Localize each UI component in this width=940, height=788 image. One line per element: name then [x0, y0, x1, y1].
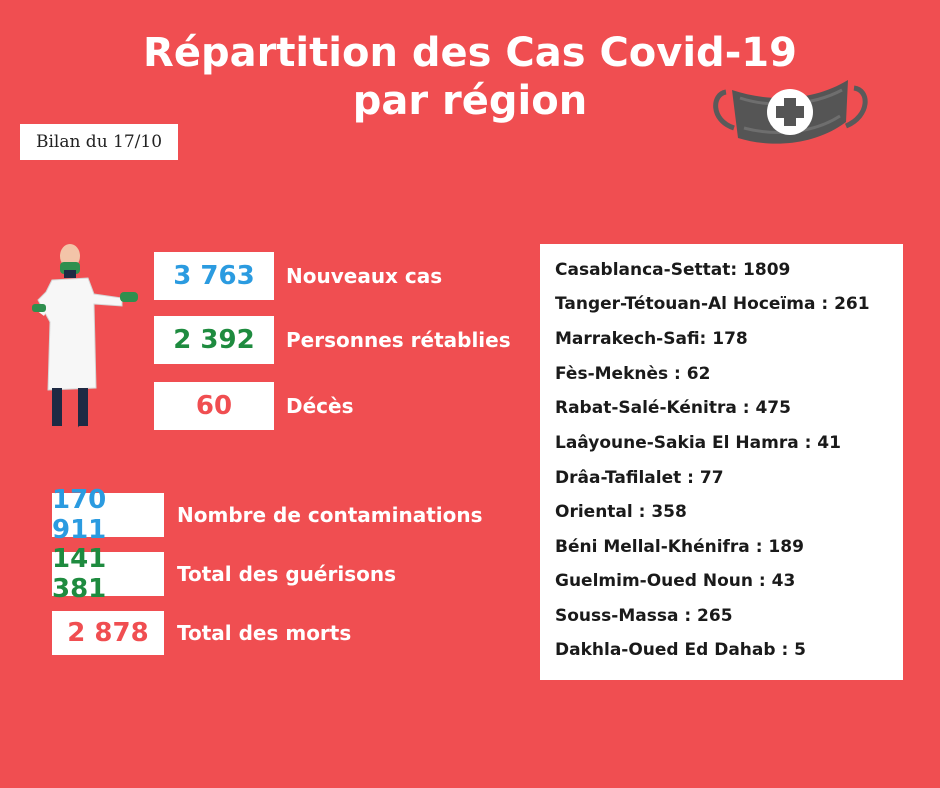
doctor-illustration [32, 244, 138, 432]
region-item: Fès-Meknès : 62 [555, 364, 711, 384]
total-deaths-label: Total des morts [177, 621, 352, 645]
total-recoveries-value: 141 381 [52, 544, 164, 604]
region-item: Béni Mellal-Khénifra : 189 [555, 537, 804, 557]
page-title: Répartition des Cas Covid-19 [143, 30, 797, 76]
region-item: Oriental : 358 [555, 502, 687, 522]
region-item: Guelmim-Oued Noun : 43 [555, 571, 796, 591]
region-item: Tanger-Tétouan-Al Hoceïma : 261 [555, 294, 870, 314]
date-badge: Bilan du 17/10 [20, 124, 178, 160]
page-subtitle: par région [352, 78, 588, 124]
region-list: Casablanca-Settat: 1809 Tanger-Tétouan-A… [540, 244, 903, 680]
region-item: Souss-Massa : 265 [555, 606, 733, 626]
deaths-label: Décès [286, 394, 354, 418]
region-item: Laâyoune-Sakia El Hamra : 41 [555, 433, 841, 453]
total-contaminations-label: Nombre de contaminations [177, 503, 483, 527]
region-item: Marrakech-Safi: 178 [555, 329, 748, 349]
region-item: Drâa-Tafilalet : 77 [555, 468, 724, 488]
new-cases-label: Nouveaux cas [286, 264, 443, 288]
new-cases-value: 3 763 [154, 252, 274, 300]
total-recoveries-label: Total des guérisons [177, 562, 396, 586]
region-item: Casablanca-Settat: 1809 [555, 260, 791, 280]
region-item: Dakhla-Oued Ed Dahab : 5 [555, 640, 807, 660]
total-deaths-value: 2 878 [52, 611, 164, 655]
recovered-value: 2 392 [154, 316, 274, 364]
deaths-value: 60 [154, 382, 274, 430]
region-item: Rabat-Salé-Kénitra : 475 [555, 398, 791, 418]
total-contaminations-value: 170 911 [52, 485, 164, 545]
recovered-label: Personnes rétablies [286, 328, 511, 352]
medical-mask-icon [713, 80, 868, 144]
